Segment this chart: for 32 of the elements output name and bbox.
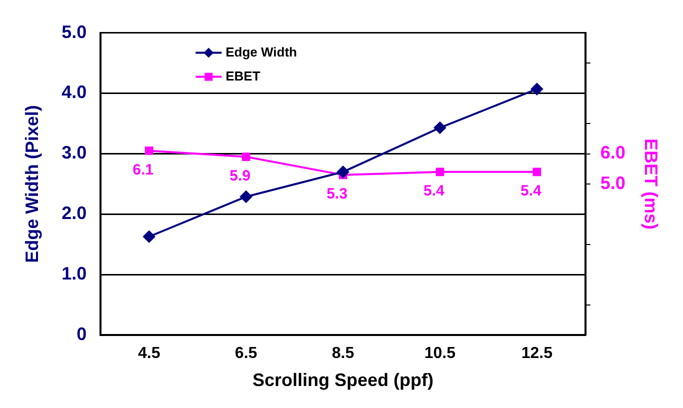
x-tick-label: 4.5	[138, 345, 160, 362]
data-label: 5.9	[230, 167, 250, 184]
point	[144, 146, 154, 155]
data-label: 5.4	[520, 182, 542, 200]
y-tick-label: 4.0	[62, 82, 87, 102]
y-tick-label: 1.0	[62, 264, 87, 284]
point	[240, 190, 252, 203]
x-axis-title: Scrolling Speed (ppf)	[252, 370, 434, 390]
point	[143, 230, 156, 243]
data-label: 5.3	[326, 186, 348, 203]
x-tick-label: 6.5	[234, 345, 258, 362]
y-tick-label: 5.0	[62, 22, 87, 42]
data-label: 6.1	[132, 161, 154, 178]
legend-label: Edge Width	[226, 44, 298, 60]
point	[436, 168, 444, 176]
x-tick-label: 10.5	[424, 345, 456, 362]
point	[530, 83, 543, 96]
point	[242, 152, 250, 161]
y2-axis-title: EBET (ms)	[641, 138, 662, 230]
y-tick-label: 0	[76, 324, 87, 344]
point	[532, 168, 542, 176]
y2-tick-label: 5.0	[600, 172, 626, 193]
y2-tick-label: 6.0	[600, 142, 626, 163]
data-label: 5.4	[424, 182, 446, 200]
point	[434, 122, 446, 134]
y-tick-label: 2.0	[62, 203, 87, 224]
point	[337, 166, 349, 178]
x-tick-label: 8.5	[332, 345, 354, 362]
y-axis-title: Edge Width (Pixel)	[22, 105, 42, 263]
y-tick-label: 3.0	[62, 142, 87, 163]
x-tick-label: 12.5	[521, 345, 553, 362]
legend-label: EBET	[226, 68, 260, 84]
